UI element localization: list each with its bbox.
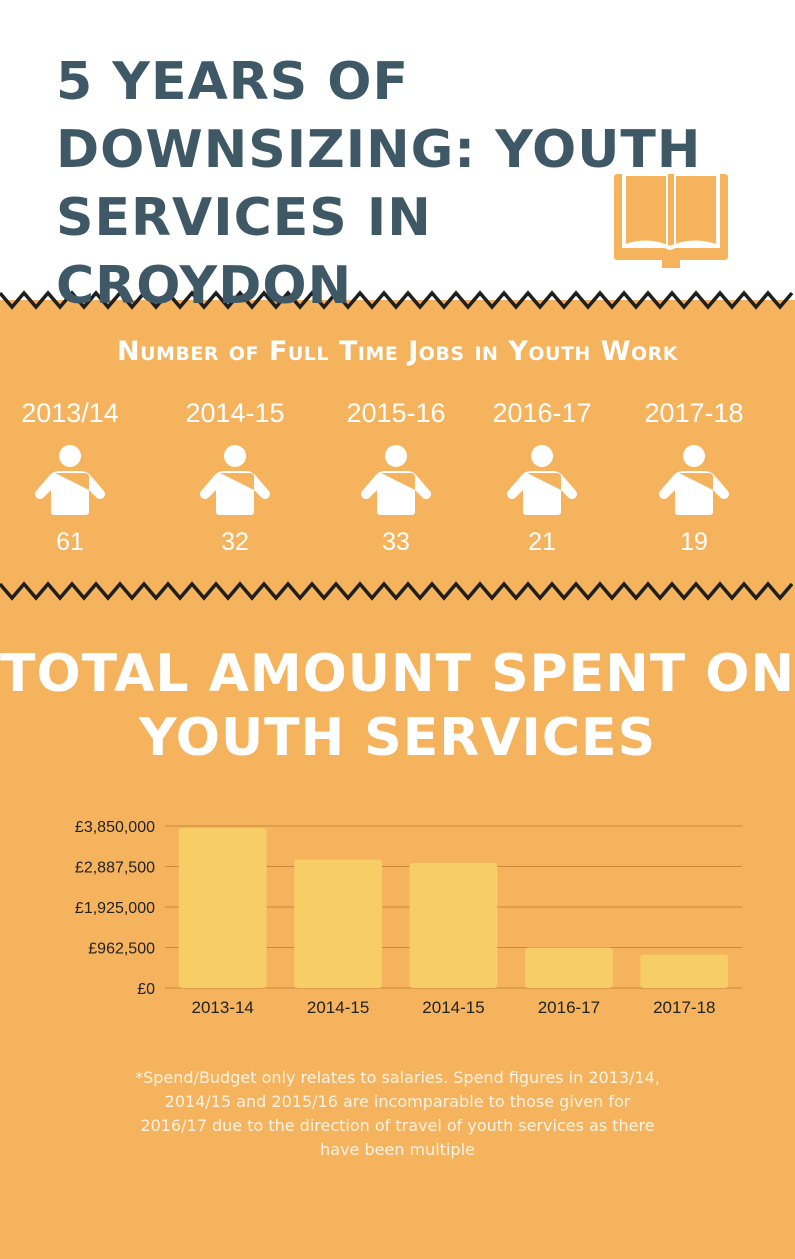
bar-2 [409,863,498,988]
zigzag-divider-bottom [0,581,794,601]
person-icon [659,445,729,515]
x-tick-label: 2017-18 [653,998,715,1017]
year-label: 2016-17 [492,398,592,428]
y-tick-label: £2,887,500 [75,860,155,877]
zigzag-divider-top [0,290,794,310]
year-label: 2014-15 [185,398,285,428]
person-icon [35,445,105,515]
bar-1 [294,859,382,988]
x-tick-label: 2016-17 [538,998,600,1017]
jobs-heading: Number of Full Time Jobs in Youth Work [116,336,679,367]
jobs-item: 2016-17 21 [467,398,617,557]
person-icon [200,445,270,515]
person-icon [507,445,577,515]
jobs-item: 2017-18 19 [619,398,769,557]
bar-4 [640,954,729,988]
spend-bar-chart: £0 £962,500 £1,925,000 £2,887,500 £3,850,000… [75,819,742,1017]
year-label: 2013/14 [21,398,119,428]
y-tick-label: £3,850,000 [75,819,155,836]
bar-0 [178,828,267,988]
x-tick-label: 2013-14 [192,998,254,1017]
jobs-item: 2013/14 61 [0,398,145,557]
spend-heading: TOTAL AMOUNT SPENT ON YOUTH SERVICES [0,644,795,768]
job-count: 19 [680,528,708,556]
year-label: 2017-18 [644,398,744,428]
x-tick-label: 2014-15 [307,998,369,1017]
job-count: 33 [382,528,410,556]
job-count: 32 [221,528,249,556]
jobs-item: 2015-16 33 [321,398,471,557]
bar-3 [525,947,613,988]
y-tick-label: £1,925,000 [75,900,155,917]
job-count: 61 [56,528,84,556]
jobs-item: 2014-15 32 [160,398,310,557]
footnote: *Spend/Budget only relates to salaries. … [135,1068,660,1159]
job-count: 21 [528,528,556,556]
y-tick-label: £962,500 [88,941,155,958]
book-icon [614,172,728,268]
x-tick-label: 2014-15 [422,998,484,1017]
year-label: 2015-16 [346,398,446,428]
person-icon [361,445,431,515]
page-title: 5 YEARS OF DOWNSIZING: YOUTH SERVICES IN… [56,52,702,316]
y-tick-label: £0 [137,981,155,998]
